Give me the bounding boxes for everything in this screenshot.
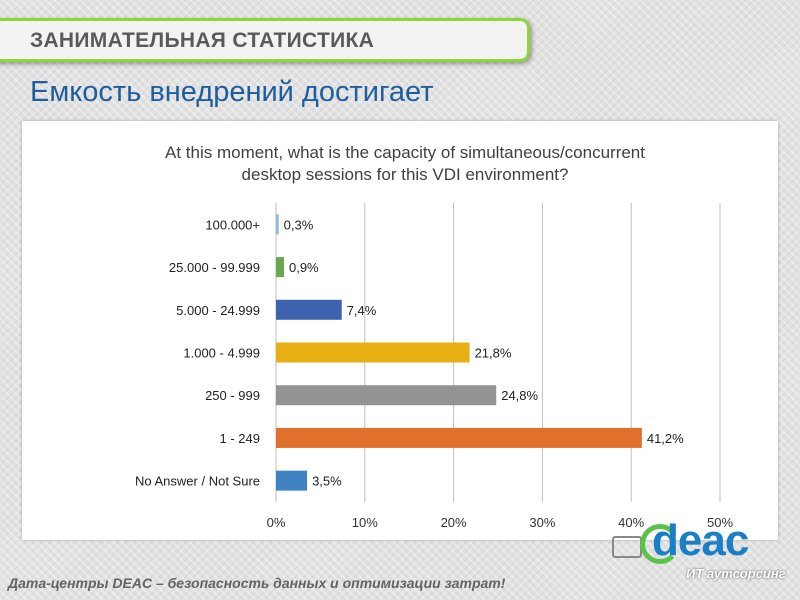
value-label: 3,5%	[312, 474, 342, 489]
value-label: 24,8%	[501, 388, 538, 403]
category-label: 1 - 249	[220, 431, 260, 446]
slide-subtitle: Емкость внедрений достигает	[30, 76, 434, 108]
bar	[276, 342, 470, 363]
category-label: No Answer / Not Sure	[135, 474, 260, 489]
logo-swoosh-icon	[640, 524, 680, 564]
banner-title: ЗАНИМАТЕЛЬНАЯ СТАТИСТИКА	[30, 29, 375, 52]
category-label: 1.000 - 4.999	[183, 346, 260, 361]
chart-panel: At this moment, what is the capacity of …	[22, 121, 778, 540]
x-tick-label: 0%	[267, 515, 286, 530]
value-label: 41,2%	[647, 431, 684, 446]
category-label: 100.000+	[205, 217, 260, 232]
bar	[276, 427, 642, 448]
value-label: 0,9%	[289, 260, 319, 275]
x-tick-label: 50%	[707, 515, 733, 530]
bar	[276, 299, 342, 320]
x-tick-label: 40%	[618, 515, 644, 530]
bar	[276, 257, 284, 278]
footer-slogan: Дата-центры DEAC – безопасность данных и…	[8, 575, 506, 591]
deac-logo: deac ИТ аутсорсинг	[602, 516, 798, 586]
chart-title-line: At this moment, what is the capacity of …	[165, 143, 645, 162]
value-label: 21,8%	[475, 346, 512, 361]
x-tick-label: 30%	[529, 515, 555, 530]
category-label: 25.000 - 99.999	[169, 260, 260, 275]
logo-word: deac	[652, 516, 749, 565]
value-label: 0,3%	[284, 217, 314, 232]
bar	[276, 214, 279, 235]
logo-tagline: ИТ аутсорсинг	[686, 566, 786, 581]
chart-title-line: desktop sessions for this VDI environmen…	[242, 165, 569, 184]
bar	[276, 385, 497, 406]
category-label: 250 - 999	[205, 388, 260, 403]
category-label: 5.000 - 24.999	[176, 303, 260, 318]
bar-chart: At this moment, what is the capacity of …	[135, 143, 733, 530]
x-tick-label: 10%	[352, 515, 378, 530]
value-label: 7,4%	[347, 303, 377, 318]
bar	[276, 470, 308, 491]
x-tick-label: 20%	[441, 515, 467, 530]
header-banner: ЗАНИМАТЕЛЬНАЯ СТАТИСТИКА	[0, 18, 530, 62]
monitor-icon	[612, 536, 642, 558]
